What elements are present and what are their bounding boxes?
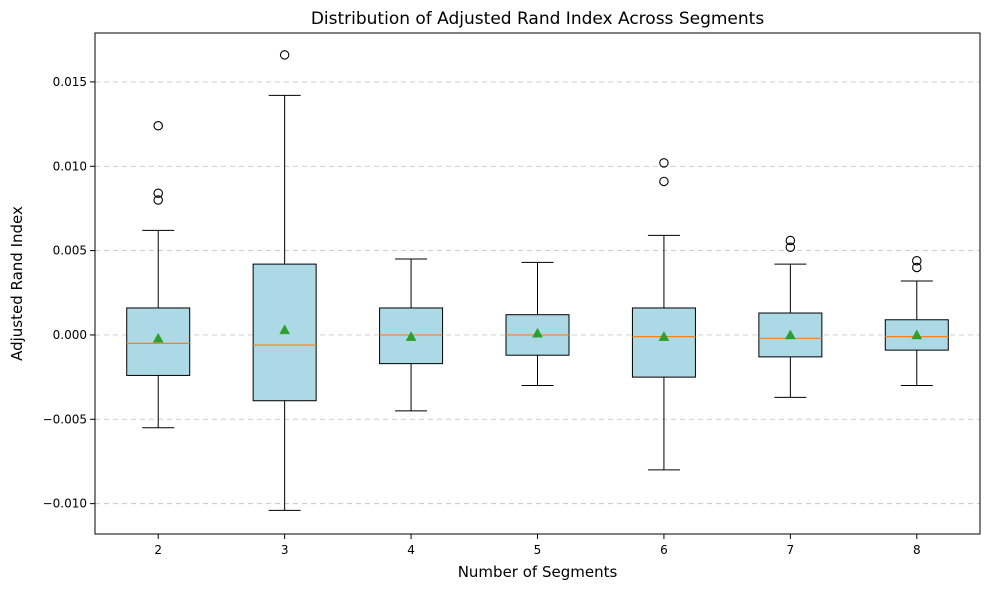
outlier-point xyxy=(785,235,796,246)
box-group-4 xyxy=(379,258,444,412)
outlier-point xyxy=(153,195,163,205)
mean-marker xyxy=(152,332,164,343)
outlier-point xyxy=(912,255,922,266)
outlier-point xyxy=(153,188,163,199)
outlier-point xyxy=(659,158,669,168)
outlier-point xyxy=(659,176,669,187)
box-group-7 xyxy=(758,235,823,398)
x-tick-label: 6 xyxy=(660,543,668,557)
box-group-3 xyxy=(252,50,317,511)
iqr-box xyxy=(758,312,823,358)
box-group-5 xyxy=(505,261,570,387)
x-tick-label: 8 xyxy=(913,543,921,557)
box-group-6 xyxy=(631,158,696,471)
mean-marker xyxy=(911,329,923,340)
y-tick-label: 0.005 xyxy=(53,244,87,258)
y-tick-label: 0.015 xyxy=(53,75,87,89)
box-layer xyxy=(126,50,949,511)
box-group-8 xyxy=(884,255,949,387)
outlier-point xyxy=(279,50,290,60)
outlier-point xyxy=(912,262,922,273)
outlier-point xyxy=(153,121,163,131)
mean-marker xyxy=(658,331,670,341)
y-tick-label: −0.005 xyxy=(43,412,87,426)
y-tick-label: 0.010 xyxy=(53,159,87,173)
mean-marker xyxy=(532,327,543,338)
x-tick-label: 3 xyxy=(281,543,289,557)
x-tick-label: 2 xyxy=(154,543,162,557)
iqr-box xyxy=(631,307,696,378)
outlier-point xyxy=(785,242,796,252)
y-axis-label: Adjusted Rand Index xyxy=(8,206,26,361)
x-tick-label: 7 xyxy=(787,543,795,557)
y-tick-label: 0.000 xyxy=(53,328,87,342)
mean-marker xyxy=(279,324,291,335)
chart-title: Distribution of Adjusted Rand Index Acro… xyxy=(311,9,765,29)
mean-marker xyxy=(405,331,417,341)
x-axis-label: Number of Segments xyxy=(458,563,618,581)
x-tick-label: 4 xyxy=(407,543,415,557)
mean-marker xyxy=(784,329,796,340)
tick-layer: −0.010 −0.005 0.000 0.005 0.010 0.015 2 3 4 5 6 7 8 xyxy=(43,75,921,557)
box-group-2 xyxy=(126,121,191,429)
x-tick-label: 5 xyxy=(534,543,542,557)
y-tick-label: −0.010 xyxy=(43,497,87,511)
